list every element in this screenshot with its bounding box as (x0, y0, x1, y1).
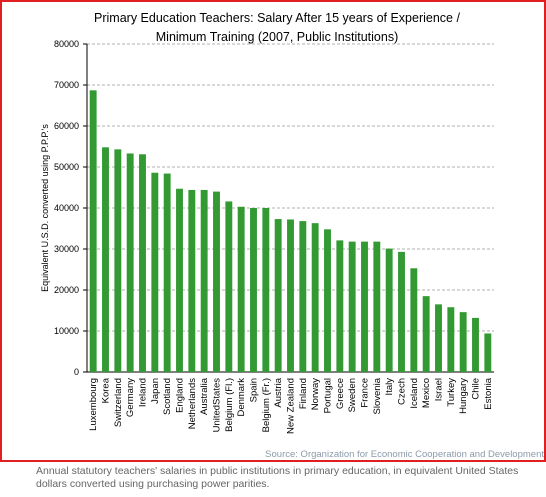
y-tick-label: 20000 (54, 285, 79, 295)
bar (435, 304, 442, 372)
x-tick-label: Finland (298, 378, 309, 409)
x-tick-label: Czech (397, 378, 408, 405)
y-tick-label: 0 (74, 367, 79, 377)
x-tick-label: Norway (310, 378, 321, 410)
chart-title: Primary Education Teachers: Salary After… (94, 11, 460, 25)
x-tick-label: Switzerland (113, 378, 124, 427)
x-tick-label: Portugal (323, 378, 334, 413)
x-tick-label: Turkey (446, 378, 457, 407)
bar (287, 219, 294, 372)
x-tick-label: Israel (434, 378, 445, 401)
bar (348, 241, 356, 372)
x-tick-label: Japan (150, 378, 161, 404)
bar (484, 333, 492, 372)
x-tick-label: Korea (101, 377, 112, 403)
y-tick-label: 40000 (54, 203, 79, 213)
x-tick-label: England (175, 378, 186, 413)
x-tick-label: Australia (199, 377, 210, 415)
x-tick-label: Belgium (Fr.) (261, 378, 272, 432)
x-tick-label: Austria (273, 377, 284, 407)
x-tick-label: Ireland (138, 378, 149, 407)
bar (213, 191, 220, 372)
x-tick-label: Luxembourg (88, 378, 99, 431)
bar (139, 154, 146, 372)
y-tick-label: 50000 (54, 162, 79, 172)
bar (163, 173, 171, 372)
x-tick-label: Slovenia (372, 377, 383, 414)
y-tick-label: 80000 (54, 39, 79, 49)
bar (151, 172, 159, 372)
chart-title: Minimum Training (2007, Public Instituti… (156, 30, 398, 44)
bar (373, 241, 381, 372)
x-tick-label: Spain (249, 378, 260, 402)
y-axis-label: Equivalent U.S.D. converted using P.P.P.… (40, 124, 50, 292)
x-tick-label: New Zealand (286, 378, 297, 434)
bar (311, 223, 319, 372)
bar (176, 188, 183, 372)
x-tick-label: Sweden (347, 378, 358, 412)
bar (324, 229, 331, 372)
bar (336, 240, 344, 372)
bar (89, 90, 97, 372)
y-tick-label: 60000 (54, 121, 79, 131)
bar (188, 189, 196, 372)
bar (262, 208, 270, 372)
y-tick-label: 70000 (54, 80, 79, 90)
x-tick-label: Greece (335, 378, 346, 409)
x-tick-label: France (360, 378, 371, 408)
bar (225, 201, 233, 372)
bar (385, 248, 393, 372)
bar (361, 241, 368, 372)
bar (410, 268, 418, 372)
x-tick-label: Chile (471, 378, 482, 400)
bar (447, 307, 455, 372)
x-tick-label: Germany (125, 378, 136, 417)
bar (114, 149, 122, 372)
source: Source: Organization for Economic Cooper… (265, 449, 544, 460)
bar (398, 251, 405, 372)
x-tick-label: Hungary (458, 378, 469, 414)
bar (126, 153, 134, 372)
y-tick-label: 10000 (54, 326, 79, 336)
bar (250, 208, 257, 372)
x-tick-label: UnitedStates (212, 378, 223, 433)
x-tick-label: Estonia (483, 377, 494, 409)
bar (274, 219, 282, 372)
bar (422, 296, 430, 372)
x-tick-label: Mexico (421, 378, 432, 408)
bar (459, 312, 467, 372)
x-tick-label: Denmark (236, 378, 247, 417)
x-tick-label: Italy (384, 378, 395, 396)
x-tick-label: Iceland (409, 378, 420, 409)
bar (237, 206, 245, 372)
bar (102, 147, 109, 372)
x-tick-label: Scotland (162, 378, 173, 415)
bar (472, 317, 479, 372)
y-tick-label: 30000 (54, 244, 79, 254)
bar (200, 189, 208, 372)
x-tick-label: Netherlands (187, 378, 198, 429)
chart: Primary Education Teachers: Salary After… (0, 0, 546, 462)
x-tick-label: Belgium (Fl.) (224, 378, 235, 432)
bar (299, 221, 307, 372)
caption: Annual statutory teachers' salaries in p… (36, 465, 519, 490)
